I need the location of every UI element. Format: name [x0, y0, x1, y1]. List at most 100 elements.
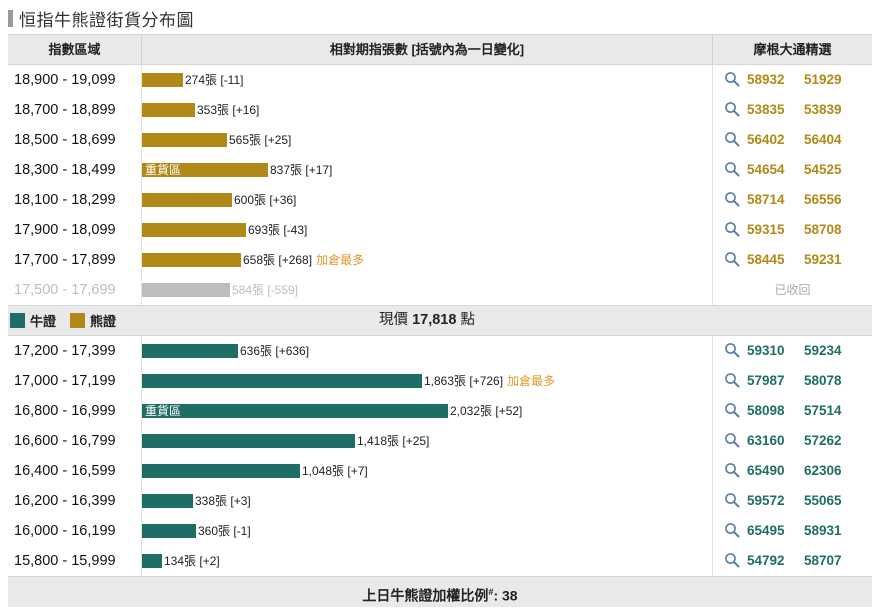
search-icon-graphic: [725, 102, 740, 117]
warrant-code-link[interactable]: 58932: [747, 72, 785, 87]
volume-bar: [142, 524, 196, 538]
warrant-code-link[interactable]: 58445: [747, 252, 785, 267]
volume-count-text: 584張 [-559]: [232, 283, 299, 297]
warrant-code-link[interactable]: 58714: [747, 192, 785, 207]
warrant-code-link[interactable]: 56402: [747, 132, 785, 147]
warrant-code-link[interactable]: 59315: [747, 222, 785, 237]
warrant-code-link[interactable]: 53839: [804, 102, 842, 117]
search-icon[interactable]: [724, 522, 740, 538]
warrant-code-link[interactable]: 53835: [747, 102, 785, 117]
warrant-code-link[interactable]: 58098: [747, 403, 785, 418]
volume-bar: [142, 344, 238, 358]
volume-bar: [142, 133, 227, 147]
warrant-code-link[interactable]: 58708: [804, 222, 842, 237]
weighted-ratio-label: 上日牛熊證加權比例: [362, 587, 489, 604]
volume-count-text: 2,032張 [+52]: [450, 404, 523, 418]
search-icon[interactable]: [724, 251, 740, 267]
volume-bar: [142, 283, 230, 297]
warrant-code-link[interactable]: 56556: [804, 192, 842, 207]
search-icon[interactable]: [724, 552, 740, 568]
search-icon[interactable]: [724, 402, 740, 418]
search-icon[interactable]: [724, 71, 740, 87]
bull-section: 17,200 - 17,399 636張 [+636] 59310 59234 17,0…: [8, 336, 872, 576]
volume-count: 600張 [+36]: [234, 185, 296, 215]
index-range: 18,500 - 18,699: [14, 132, 116, 148]
search-icon[interactable]: [724, 101, 740, 117]
search-icon-graphic: [725, 192, 740, 207]
volume-count: 837張 [+17]: [270, 155, 332, 185]
current-price: 現價 17,818 點: [142, 306, 712, 335]
volume-count: 658張 [+268] 加倉最多: [243, 245, 364, 275]
warrant-code-link[interactable]: 59231: [804, 252, 842, 267]
warrant-code-link[interactable]: 57262: [804, 433, 842, 448]
warrant-code-link[interactable]: 59234: [804, 343, 842, 358]
volume-count-text: 360張 [-1]: [198, 524, 251, 538]
column-divider: [141, 65, 142, 305]
search-icon[interactable]: [724, 131, 740, 147]
volume-bar: [142, 554, 162, 568]
warrant-code-link[interactable]: 59572: [747, 493, 785, 508]
volume-bar: [142, 103, 195, 117]
heavy-zone-label: 重貨區: [145, 163, 182, 177]
legend-bull-label: 牛證: [30, 314, 57, 329]
weighted-ratio-footer: 上日牛熊證加權比例#: 38: [8, 576, 872, 607]
warrant-code-link[interactable]: 58931: [804, 523, 842, 538]
search-icon[interactable]: [724, 432, 740, 448]
warrant-code-link[interactable]: 62306: [804, 463, 842, 478]
warrant-code-link[interactable]: 54525: [804, 162, 842, 177]
warrant-code-link[interactable]: 54792: [747, 553, 785, 568]
search-icon-graphic: [725, 222, 740, 237]
search-icon[interactable]: [724, 221, 740, 237]
search-icon[interactable]: [724, 372, 740, 388]
header-divider: [141, 35, 142, 64]
weighted-ratio-value: : 38: [493, 587, 518, 604]
bull-swatch: [10, 313, 25, 328]
table-row: 17,500 - 17,699 584張 [-559] 已收回: [8, 275, 872, 305]
volume-count-text: 1,048張 [+7]: [302, 464, 368, 478]
volume-count-text: 274張 [-11]: [185, 73, 244, 87]
page-title-row: 恒指牛熊證街貨分布圖: [8, 6, 194, 30]
search-icon[interactable]: [724, 462, 740, 478]
warrant-code-link[interactable]: 59310: [747, 343, 785, 358]
table-row: 16,000 - 16,199 360張 [-1] 65495 58931: [8, 516, 872, 546]
search-icon[interactable]: [724, 191, 740, 207]
warrant-code-link[interactable]: 56404: [804, 132, 842, 147]
recalled-status: 已收回: [774, 283, 811, 297]
volume-count: 360張 [-1]: [198, 516, 251, 546]
volume-count: 134張 [+2]: [164, 546, 220, 576]
warrant-code-link[interactable]: 65490: [747, 463, 785, 478]
volume-count: 338張 [+3]: [195, 486, 251, 516]
warrant-code-link[interactable]: 63160: [747, 433, 785, 448]
table-row: 17,700 - 17,899 658張 [+268] 加倉最多 58445 59231: [8, 245, 872, 275]
warrant-code-link[interactable]: 55065: [804, 493, 842, 508]
warrant-code-link[interactable]: 65495: [747, 523, 785, 538]
search-icon-graphic: [725, 493, 740, 508]
warrant-code-link[interactable]: 54654: [747, 162, 785, 177]
warrant-code-link[interactable]: 57514: [804, 403, 842, 418]
search-icon[interactable]: [724, 492, 740, 508]
warrant-code-link[interactable]: 58707: [804, 553, 842, 568]
index-range: 17,900 - 18,099: [14, 222, 116, 238]
index-range: 16,400 - 16,599: [14, 463, 116, 479]
bear-section: 18,900 - 19,099 274張 [-11] 58932 51929 18,70…: [8, 65, 872, 305]
table-row: 17,000 - 17,199 1,863張 [+726] 加倉最多 57987 580…: [8, 366, 872, 396]
table-row: 16,800 - 16,999 重貨區 2,032張 [+52] 58098 57514: [8, 396, 872, 426]
search-icon-graphic: [725, 72, 740, 87]
index-range: 17,700 - 17,899: [14, 252, 116, 268]
search-icon[interactable]: [724, 342, 740, 358]
index-range: 16,600 - 16,799: [14, 433, 116, 449]
table-row: 16,400 - 16,599 1,048張 [+7] 65490 62306: [8, 456, 872, 486]
column-divider: [712, 336, 713, 576]
warrant-code-link[interactable]: 51929: [804, 72, 842, 87]
search-icon[interactable]: [724, 161, 740, 177]
warrant-code-link[interactable]: 57987: [747, 373, 785, 388]
volume-count: 1,048張 [+7]: [302, 456, 368, 486]
volume-count: 2,032張 [+52]: [450, 396, 522, 426]
warrant-code-link[interactable]: 58078: [804, 373, 842, 388]
search-icon-graphic: [725, 433, 740, 448]
volume-count-text: 1,863張 [+726]: [424, 374, 504, 388]
page-title: 恒指牛熊證街貨分布圖: [19, 10, 194, 30]
volume-count-text: 565張 [+25]: [229, 133, 292, 147]
volume-count-text: 693張 [-43]: [248, 223, 308, 237]
header-count: 相對期指張數 [括號內為一日變化]: [329, 42, 525, 57]
